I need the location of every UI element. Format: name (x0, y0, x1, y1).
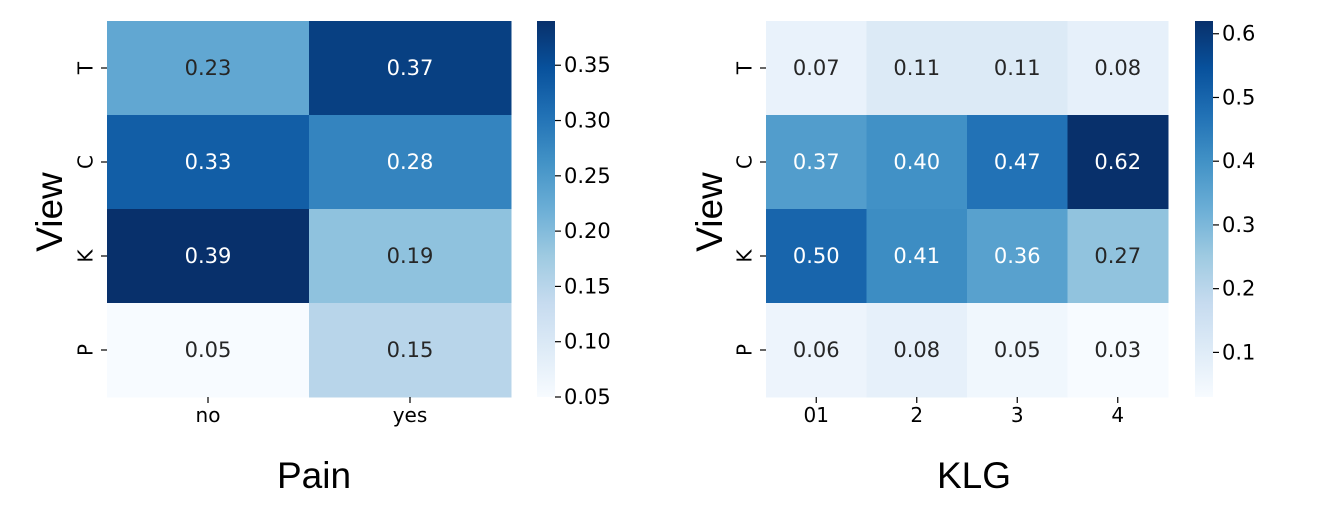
pain-cell-value-label: 0.19 (387, 244, 434, 268)
klg-cell-value-label: 0.06 (793, 338, 840, 362)
klg-cell-T-4 (1067, 21, 1169, 116)
pain-heatmap-cells: 0.23 0.37 0.33 0.28 0.39 0.19 0.05 0.15 (107, 21, 512, 398)
klg-colorbar-gradient (1195, 21, 1213, 397)
pain-cell-C-no (107, 115, 310, 210)
pain-y-tick-label: T (74, 61, 98, 75)
klg-colorbar-tick-label: 0.1 (1222, 340, 1255, 364)
klg-heatmap-y-ticks: T C K P (733, 61, 766, 356)
klg-cell-value-label: 0.07 (793, 56, 840, 80)
klg-cell-value-label: 0.27 (1094, 244, 1141, 268)
pain-cell-value-label: 0.33 (185, 150, 232, 174)
pain-heatmap: 0.23 0.37 0.33 0.28 0.39 0.19 0.05 0.15 T C K P no… (29, 21, 512, 496)
klg-colorbar-tick-label: 0.5 (1222, 85, 1255, 109)
klg-cell-C-2 (866, 115, 968, 210)
klg-x-tick-label: 2 (910, 403, 923, 427)
pain-colorbar-tick-label: 0.05 (564, 385, 611, 409)
pain-y-tick-label: K (74, 249, 98, 263)
pain-cell-K-yes (309, 209, 512, 304)
pain-x-tick-label: no (196, 403, 221, 427)
klg-cell-value-label: 0.37 (793, 150, 840, 174)
klg-colorbar-tick-label: 0.4 (1222, 149, 1255, 173)
klg-cell-P-01 (766, 303, 867, 398)
klg-y-tick-label: C (733, 155, 757, 169)
pain-colorbar-tick-label: 0.25 (564, 164, 611, 188)
pain-cell-value-label: 0.37 (387, 56, 434, 80)
klg-cell-P-2 (866, 303, 968, 398)
klg-heatmap-cells: 0.07 0.11 0.11 0.08 0.37 0.40 0.47 0.62 0.50 0.41… (766, 21, 1169, 398)
klg-cell-value-label: 0.11 (893, 56, 940, 80)
klg-heatmap-x-ticks: 01 2 3 4 (804, 397, 1124, 427)
klg-cell-value-label: 0.41 (893, 244, 940, 268)
klg-colorbar-tick-label: 0.6 (1222, 22, 1255, 46)
klg-cell-value-label: 0.03 (1094, 338, 1141, 362)
pain-heatmap-y-ticks: T C K P (74, 61, 107, 356)
pain-heatmap-y-axis-title: View (29, 172, 70, 252)
klg-cell-value-label: 0.11 (994, 56, 1041, 80)
klg-cell-value-label: 0.62 (1094, 150, 1141, 174)
klg-cell-K-2 (866, 209, 968, 304)
klg-colorbar-tick-label: 0.3 (1222, 213, 1255, 237)
klg-heatmap-y-axis-title: View (689, 172, 730, 252)
pain-colorbar-tick-label: 0.15 (564, 274, 611, 298)
klg-cell-value-label: 0.47 (994, 150, 1041, 174)
klg-cell-K-01 (766, 209, 867, 304)
klg-cell-P-3 (967, 303, 1068, 398)
pain-y-tick-label: C (74, 155, 98, 169)
pain-cell-P-yes (309, 303, 512, 398)
pain-cell-K-no (107, 209, 310, 304)
klg-cell-value-label: 0.08 (893, 338, 940, 362)
pain-colorbar: 0.05 0.10 0.15 0.20 0.25 0.30 0.35 (537, 21, 611, 409)
pain-colorbar-tick-label: 0.20 (564, 219, 611, 243)
klg-cell-value-label: 0.50 (793, 244, 840, 268)
klg-cell-K-3 (967, 209, 1068, 304)
klg-cell-K-4 (1067, 209, 1169, 304)
klg-colorbar-tick-label: 0.2 (1222, 277, 1255, 301)
pain-colorbar-gradient (537, 21, 555, 397)
klg-cell-C-4 (1067, 115, 1169, 210)
klg-heatmap-x-axis-title: KLG (937, 455, 1011, 496)
klg-cell-C-01 (766, 115, 867, 210)
klg-y-tick-label: K (733, 249, 757, 263)
pain-cell-C-yes (309, 115, 512, 210)
klg-cell-C-3 (967, 115, 1068, 210)
klg-colorbar: 0.1 0.2 0.3 0.4 0.5 0.6 (1195, 21, 1255, 397)
klg-heatmap: 0.07 0.11 0.11 0.08 0.37 0.40 0.47 0.62 0.50 0.41… (689, 21, 1169, 496)
klg-y-tick-label: P (733, 344, 757, 356)
pain-cell-value-label: 0.15 (387, 338, 434, 362)
pain-cell-value-label: 0.05 (185, 338, 232, 362)
pain-cell-P-no (107, 303, 310, 398)
pain-x-tick-label: yes (393, 403, 428, 427)
pain-cell-T-no (107, 21, 310, 116)
klg-cell-T-3 (967, 21, 1068, 116)
pain-y-tick-label: P (74, 344, 98, 356)
pain-cell-value-label: 0.23 (185, 56, 232, 80)
klg-x-tick-label: 4 (1111, 403, 1124, 427)
klg-x-tick-label: 01 (804, 403, 829, 427)
klg-cell-value-label: 0.36 (994, 244, 1041, 268)
pain-colorbar-tick-label: 0.10 (564, 330, 611, 354)
pain-colorbar-tick-label: 0.35 (564, 53, 611, 77)
pain-heatmap-x-ticks: no yes (196, 397, 428, 427)
pain-cell-value-label: 0.39 (185, 244, 232, 268)
pain-cell-T-yes (309, 21, 512, 116)
klg-y-tick-label: T (733, 61, 757, 75)
pain-colorbar-tick-label: 0.30 (564, 109, 611, 133)
klg-x-tick-label: 3 (1011, 403, 1024, 427)
klg-cell-P-4 (1067, 303, 1169, 398)
klg-cell-value-label: 0.05 (994, 338, 1041, 362)
pain-heatmap-x-axis-title: Pain (277, 455, 351, 496)
klg-cell-T-01 (766, 21, 867, 116)
pain-cell-value-label: 0.28 (387, 150, 434, 174)
klg-cell-value-label: 0.40 (893, 150, 940, 174)
klg-cell-T-2 (866, 21, 968, 116)
klg-cell-value-label: 0.08 (1094, 56, 1141, 80)
